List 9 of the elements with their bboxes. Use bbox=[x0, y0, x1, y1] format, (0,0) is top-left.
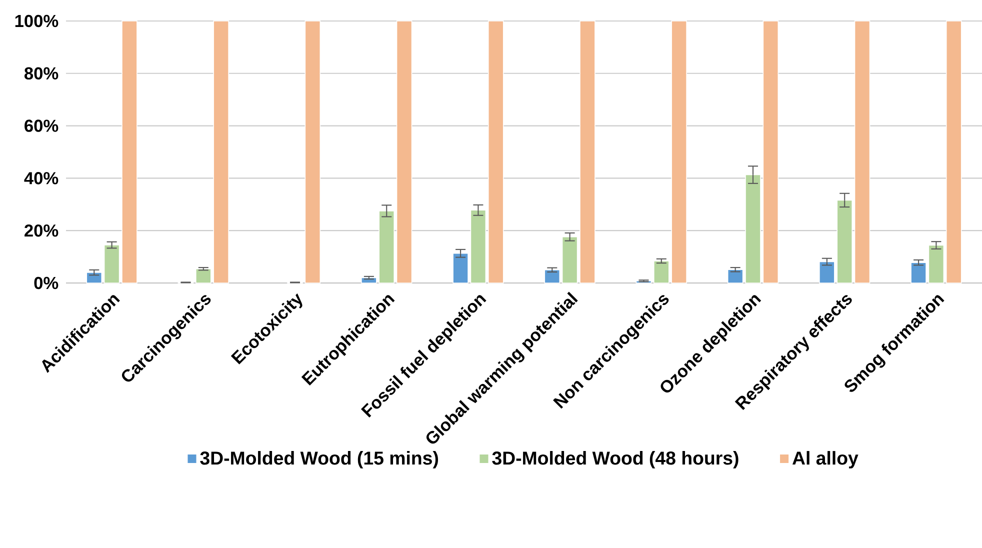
legend-label: 3D-Molded Wood (15 mins) bbox=[200, 451, 438, 468]
y-tick-label: 80% bbox=[24, 67, 58, 80]
y-tick-label: 100% bbox=[15, 14, 58, 28]
legend-label: Al alloy bbox=[792, 451, 858, 468]
legend-label: 3D-Molded Wood (48 hours) bbox=[492, 451, 738, 468]
y-tick-label: 60% bbox=[24, 120, 58, 132]
y-tick-label: 0% bbox=[34, 276, 58, 290]
y-tick-label: 40% bbox=[24, 172, 58, 184]
y-tick-label: 20% bbox=[24, 224, 58, 237]
